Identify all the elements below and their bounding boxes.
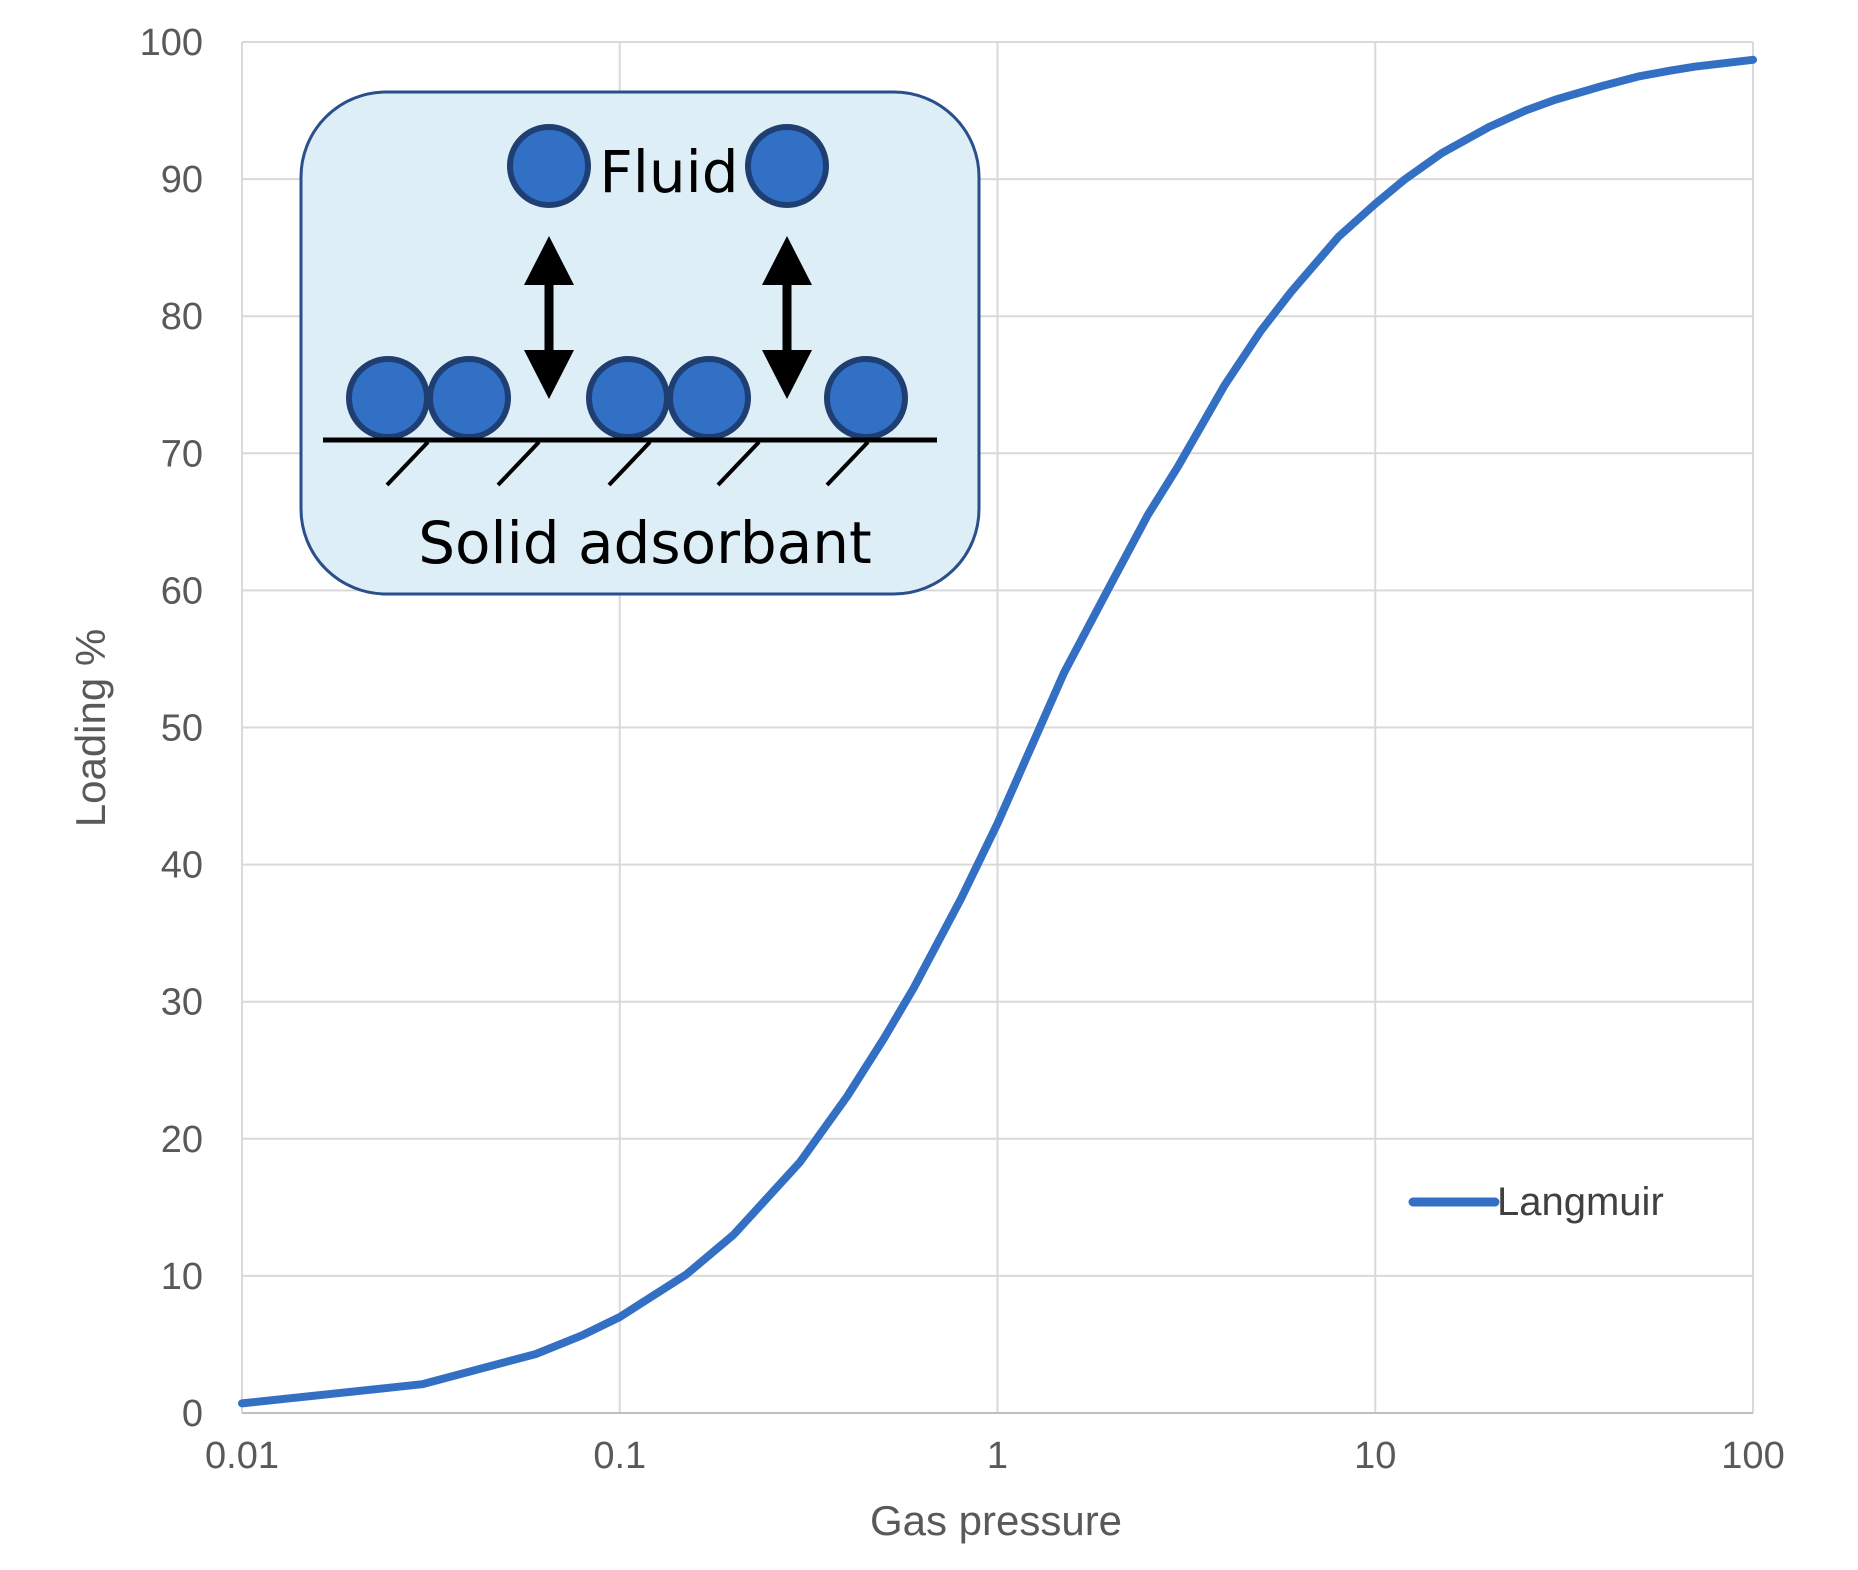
y-tick-label: 40	[161, 845, 203, 887]
x-tick-label: 0.1	[593, 1435, 646, 1477]
adsorbed-particle-icon	[667, 356, 751, 440]
y-tick-label: 50	[161, 708, 203, 750]
fluid-particle-icon	[745, 124, 829, 208]
x-tick-label: 100	[1721, 1435, 1784, 1477]
series-line-langmuir	[238, 55, 1757, 1408]
y-tick-label: 90	[161, 159, 203, 201]
y-tick-label: 10	[161, 1256, 203, 1298]
adsorbed-particle-icon	[346, 356, 430, 440]
surface-hatching	[385, 440, 870, 487]
adsorbed-particle-icon	[427, 356, 511, 440]
double-arrow-icon	[762, 236, 812, 399]
y-tick-label: 0	[182, 1393, 203, 1435]
x-axis-title: Gas pressure	[870, 1497, 1122, 1544]
y-tick-labels: 0 10 20 30 40 50 60 70 80 90 100	[140, 22, 203, 1435]
y-tick-label: 80	[161, 296, 203, 338]
inset-box	[299, 90, 981, 596]
legend: Langmuir	[1408, 1180, 1664, 1224]
y-tick-label: 20	[161, 1119, 203, 1161]
y-tick-label: 70	[161, 433, 203, 475]
inset-label-fluid: Fluid	[599, 138, 738, 206]
adsorbed-particle-icon	[824, 356, 908, 440]
x-tick-labels: 0.01 0.1 1 10 100	[205, 1435, 1785, 1477]
x-tick-label: 10	[1354, 1435, 1396, 1477]
legend-label-langmuir: Langmuir	[1497, 1180, 1664, 1224]
double-arrow-icon	[524, 236, 574, 399]
y-tick-label: 60	[161, 570, 203, 612]
fluid-particle-icon	[507, 124, 591, 208]
grid-lines	[241, 41, 1754, 1414]
x-tick-label: 0.01	[205, 1435, 279, 1477]
adsorbed-particle-icon	[586, 356, 670, 440]
inset-diagram: Fluid Solid adsorbant	[299, 90, 981, 596]
series-group	[238, 55, 1757, 1408]
y-tick-label: 30	[161, 982, 203, 1024]
inset-label-solid-adsorbant: Solid adsorbant	[418, 509, 872, 577]
x-tick-label: 1	[987, 1435, 1008, 1477]
y-axis-title: Loading %	[67, 629, 114, 828]
y-tick-label: 100	[140, 22, 203, 64]
